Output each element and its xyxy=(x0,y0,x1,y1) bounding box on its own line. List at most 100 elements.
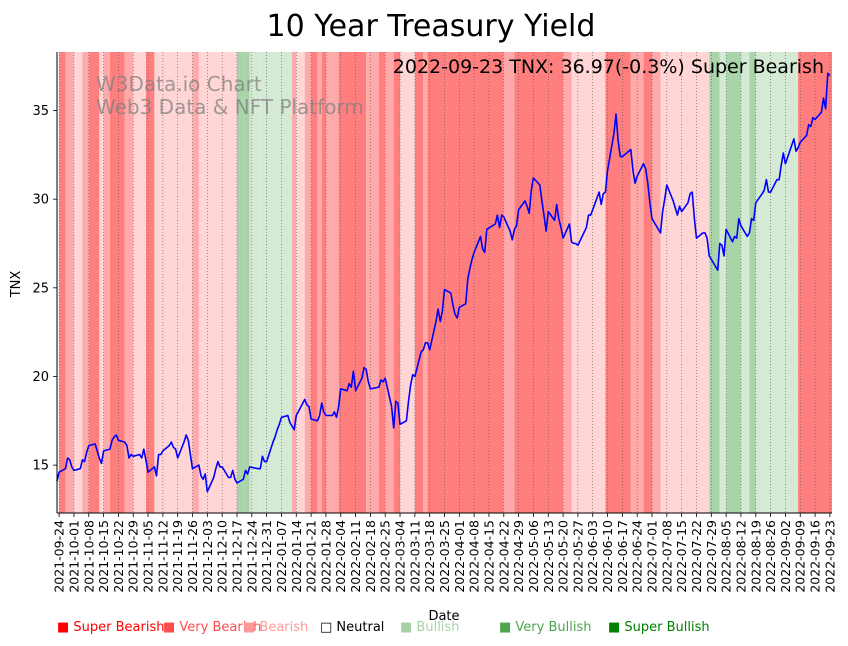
x-tick-label: 2022-01-07 xyxy=(274,520,289,593)
signal-band-bullish xyxy=(740,52,750,513)
signal-band-very_bearish xyxy=(304,52,312,513)
signal-band-super_bearish xyxy=(88,52,100,513)
status-annotation: 2022-09-23 TNX: 36.97(-0.3%) Super Beari… xyxy=(393,56,824,78)
legend-label: Neutral xyxy=(336,620,385,635)
x-tick-label: 2022-03-25 xyxy=(437,520,452,593)
legend-item-very-bearish: ■ Very Bearish xyxy=(163,620,261,635)
legend-marker-icon: ■ xyxy=(400,620,417,635)
watermark-line-2: Web3 Data & NFT Platform xyxy=(96,95,364,119)
signal-band-bearish xyxy=(571,52,606,513)
x-tick-label: 2022-06-24 xyxy=(630,520,645,593)
x-tick-label: 2022-03-18 xyxy=(422,520,437,593)
x-axis-label: Date xyxy=(428,609,459,624)
legend-label: Very Bullish xyxy=(515,620,592,635)
signal-band-very_bullish xyxy=(726,52,741,513)
x-tick-label: 2022-07-01 xyxy=(645,520,660,593)
signal-band-very_bearish xyxy=(192,52,199,513)
x-tick-label: 2021-12-03 xyxy=(200,520,215,593)
x-tick-label: 2022-06-10 xyxy=(600,520,615,593)
x-tick-label: 2022-08-26 xyxy=(763,520,778,593)
legend-label: Bearish xyxy=(259,620,309,635)
signal-band-super_bearish xyxy=(321,52,326,513)
legend-label: Bullish xyxy=(416,620,460,635)
signal-band-very_bearish xyxy=(317,52,322,513)
x-tick-label: 2021-12-31 xyxy=(259,520,274,593)
legend-marker-icon: ■ xyxy=(57,620,74,635)
signal-band-bearish xyxy=(99,52,104,513)
signal-band-super_bearish xyxy=(145,52,155,513)
x-tick-label: 2022-05-06 xyxy=(526,520,541,593)
legend-marker-icon: ■ xyxy=(499,620,516,635)
x-tick-label: 2022-07-15 xyxy=(674,520,689,593)
signal-band-super_bearish xyxy=(514,52,564,513)
x-tick-label: 2021-11-12 xyxy=(155,520,170,593)
axes: 2021-09-24 2021-10-01 2021-10-08 2021-10-15… xyxy=(32,52,837,593)
signal-band-bearish xyxy=(400,52,415,513)
x-tick-label: 2022-05-20 xyxy=(556,520,571,593)
signal-band-very_bullish xyxy=(243,52,250,513)
x-tick-label: 2021-11-19 xyxy=(170,520,185,593)
legend-label: Very Bearish xyxy=(179,620,262,635)
date-gridlines xyxy=(58,52,831,513)
signal-band-neutral xyxy=(57,52,60,513)
x-tick-label: 2021-11-26 xyxy=(185,520,200,593)
x-tick-label: 2022-08-12 xyxy=(733,520,748,593)
signal-band-bearish xyxy=(660,52,710,513)
signal-band-bearish xyxy=(154,52,193,513)
x-tick-label: 2022-09-09 xyxy=(793,520,808,593)
x-tick-label: 2022-02-18 xyxy=(363,520,378,593)
legend-item-super-bearish: ■ Super Bearish xyxy=(57,620,165,635)
y-axis-label: TNX xyxy=(9,271,24,299)
signal-band-super_bearish xyxy=(109,52,125,513)
x-tick-label: 2022-04-01 xyxy=(452,520,467,593)
x-tick-label: 2021-10-08 xyxy=(81,520,96,593)
signal-band-bullish xyxy=(249,52,261,513)
legend-item-neutral: □ Neutral xyxy=(320,620,384,635)
x-tick-label: 2022-09-23 xyxy=(822,520,837,593)
legend-item-super-bullish: ■ Super Bullish xyxy=(608,620,710,635)
x-tick-label: 2022-09-16 xyxy=(808,520,823,593)
x-tick-label: 2021-10-15 xyxy=(96,520,111,593)
signal-band-bearish xyxy=(203,52,237,513)
signal-band-bullish xyxy=(260,52,293,513)
tnx-series-line xyxy=(56,72,831,493)
signal-band-very_bearish xyxy=(423,52,428,513)
x-tick-label: 2022-03-04 xyxy=(393,520,408,593)
x-tick-label: 2022-08-19 xyxy=(748,520,763,593)
signal-band-very_bearish xyxy=(503,52,515,513)
signal-band-very_bearish xyxy=(65,52,74,513)
x-tick-label: 2021-12-24 xyxy=(244,520,259,593)
x-tick-label: 2022-05-27 xyxy=(570,520,585,593)
signal-band-bearish xyxy=(198,52,204,513)
signal-band-super_bearish xyxy=(414,52,424,513)
signal-band-super_bearish xyxy=(338,52,367,513)
x-tick-label: 2022-07-22 xyxy=(689,520,704,593)
watermark-line-1: W3Data.io Chart xyxy=(96,72,262,96)
x-tick-label: 2022-03-11 xyxy=(407,520,422,593)
legend-label: Super Bearish xyxy=(73,620,165,635)
signal-band-very_bearish xyxy=(103,52,110,513)
signal-band-very_bullish xyxy=(236,52,244,513)
x-tick-label: 2022-07-08 xyxy=(659,520,674,593)
signal-band-super_bearish xyxy=(311,52,318,513)
signal-band-bearish xyxy=(73,52,83,513)
x-tick-label: 2021-10-22 xyxy=(111,520,126,593)
x-tick-label: 2021-11-05 xyxy=(141,520,156,593)
x-tick-label: 2021-12-17 xyxy=(229,520,244,593)
legend-label: Super Bullish xyxy=(624,620,710,635)
signal-bands xyxy=(57,52,832,513)
legend-marker-icon: ■ xyxy=(608,620,625,635)
x-tick-label: 2022-01-21 xyxy=(304,520,319,593)
legend-item-very-bullish: ■ Very Bullish xyxy=(499,620,591,635)
legend-marker-icon: ■ xyxy=(243,620,260,635)
x-tick-label: 2022-04-22 xyxy=(496,520,511,593)
x-tick-label: 2021-10-01 xyxy=(66,520,81,593)
y-tick-label: 35 xyxy=(32,104,49,119)
signal-band-very_bullish xyxy=(709,52,720,513)
y-tick-label: 25 xyxy=(32,281,49,296)
x-tick-label: 2021-12-10 xyxy=(215,520,230,593)
signal-band-super_bearish xyxy=(393,52,401,513)
signal-band-bullish xyxy=(755,52,799,513)
signal-band-very_bearish xyxy=(385,52,394,513)
signal-band-bearish xyxy=(133,52,146,513)
